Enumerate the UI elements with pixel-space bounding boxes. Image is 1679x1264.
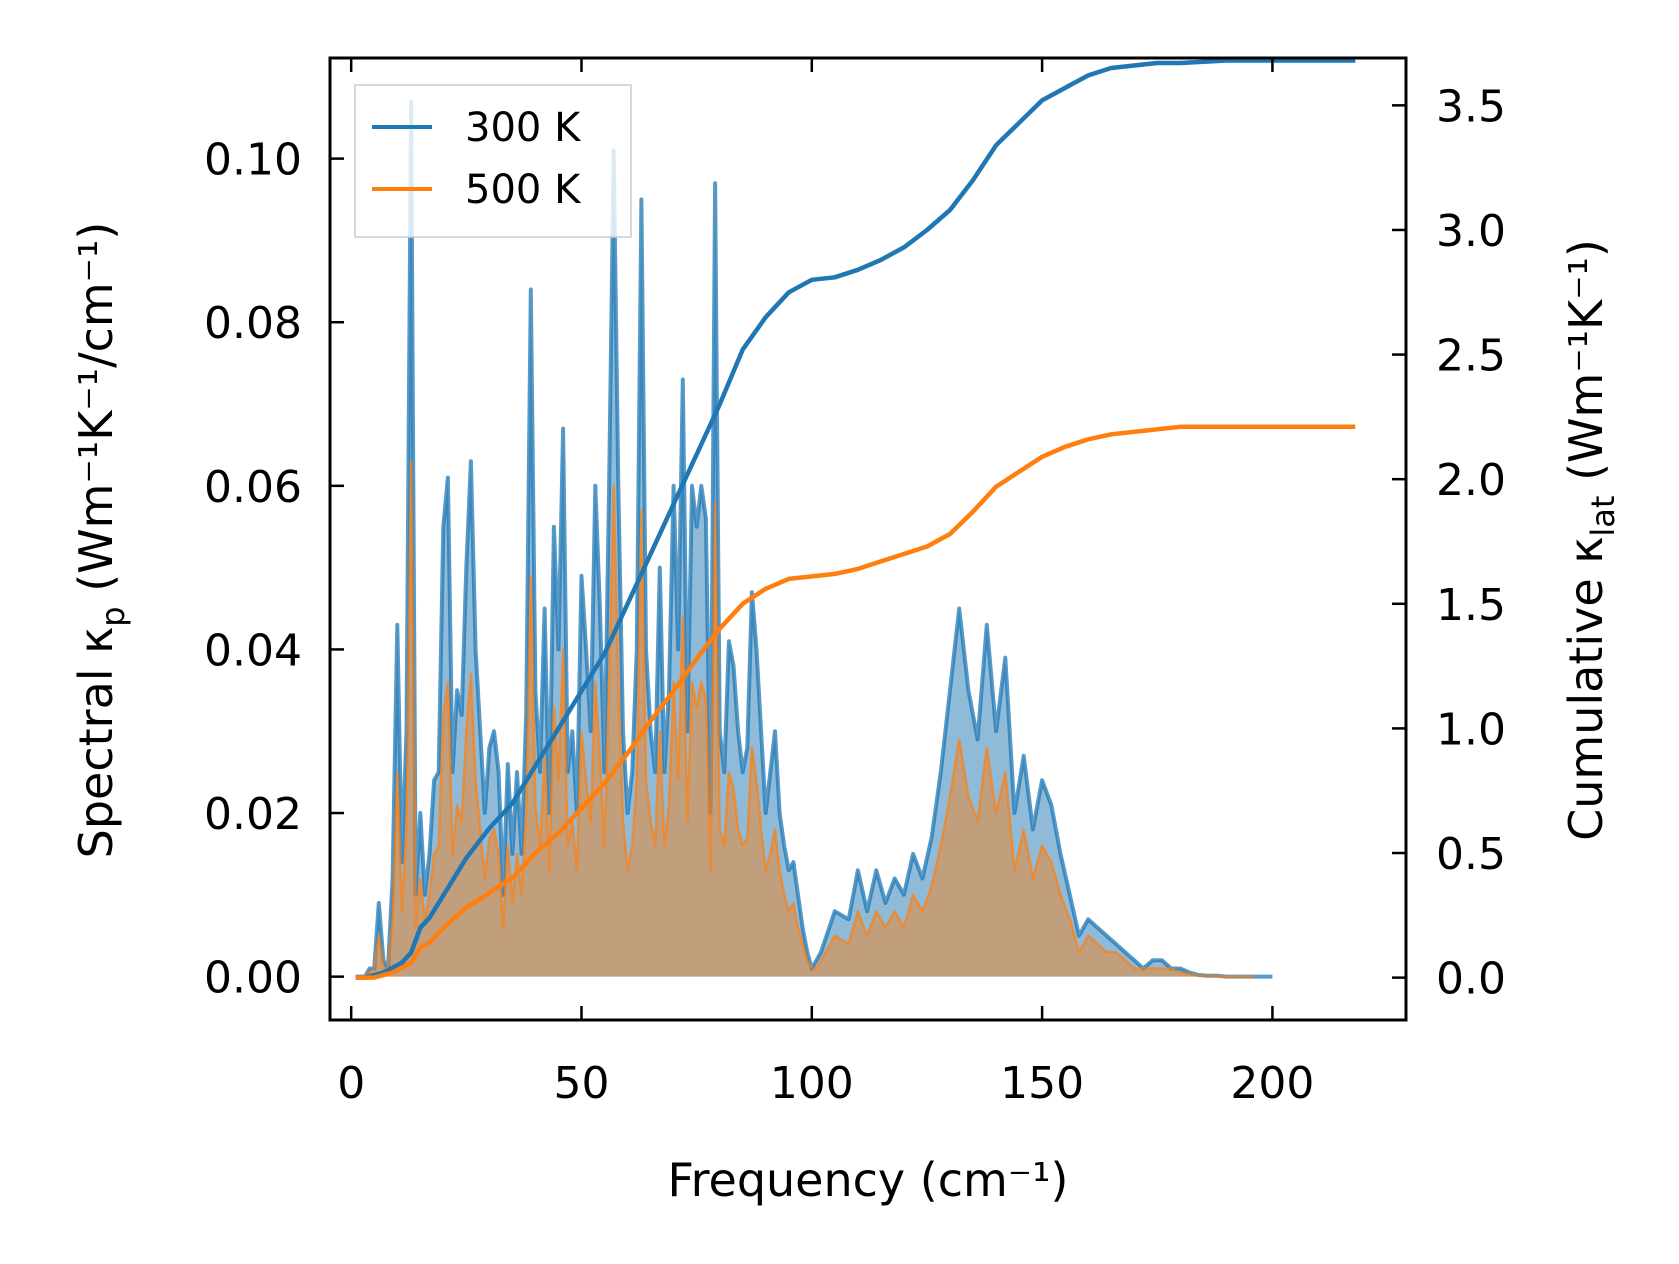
y-right-title-sub: lat (1584, 496, 1622, 537)
y-right-tick-label: 2.5 (1436, 331, 1506, 382)
y-right-title-main: Cumulative κ (1559, 537, 1613, 841)
y-left-title-sub: p (94, 606, 132, 626)
x-axis-title: Frequency (cm⁻¹) (668, 1153, 1069, 1207)
y-axis-right: 0.0 0.5 1.0 1.5 2.0 2.5 3.0 3.5 (1392, 81, 1506, 1005)
y-right-tick-label: 1.5 (1436, 580, 1506, 631)
y-right-tick-label: 2.0 (1436, 455, 1506, 506)
cumulative-line-300k (355, 58, 1356, 980)
y-axis-left: 0.00 0.02 0.04 0.06 0.08 0.10 (204, 135, 344, 1004)
y-left-title-rest: (Wm⁻¹K⁻¹/cm⁻¹) (69, 222, 123, 607)
y-left-tick-label: 0.04 (204, 625, 302, 676)
plot-frame (328, 56, 1408, 1022)
y-right-tick-label: 1.0 (1436, 704, 1506, 755)
y-left-tick-label: 0.00 (204, 953, 302, 1004)
legend-label-300k: 300 K (465, 105, 582, 151)
y-right-tick-label: 0.5 (1436, 829, 1506, 880)
legend-label-500k: 500 K (465, 167, 582, 213)
y-axis-left-title: Spectral κp (Wm⁻¹K⁻¹/cm⁻¹) (69, 222, 132, 859)
y-right-title-rest: (Wm⁻¹K⁻¹) (1559, 239, 1613, 495)
legend-frame (354, 84, 632, 238)
y-axis-right-title: Cumulative κlat (Wm⁻¹K⁻¹) (1559, 239, 1622, 841)
cumulative-line-500k (355, 424, 1356, 980)
x-axis: 0 50 100 150 200 (337, 58, 1314, 1109)
spectral-line-300k (355, 99, 1273, 979)
y-left-tick-label: 0.06 (204, 462, 302, 513)
spectral-fill-500k (355, 461, 1254, 977)
x-tick-label: 0 (337, 1058, 365, 1109)
x-tick-label: 50 (553, 1058, 609, 1109)
legend: 300 K 500 K (354, 84, 632, 238)
x-tick-label: 150 (1000, 1058, 1084, 1109)
y-right-tick-label: 0.0 (1436, 954, 1506, 1005)
x-tick-label: 100 (770, 1058, 854, 1109)
x-tick-label: 200 (1230, 1058, 1314, 1109)
spectral-line-500k (355, 460, 1254, 978)
y-left-title-main: Spectral κ (69, 627, 123, 859)
y-right-tick-label: 3.5 (1436, 81, 1506, 132)
plot-area (355, 58, 1356, 980)
y-left-tick-label: 0.08 (204, 298, 302, 349)
y-left-tick-label: 0.10 (204, 135, 302, 186)
y-left-tick-label: 0.02 (204, 789, 302, 840)
y-right-tick-label: 3.0 (1436, 206, 1506, 257)
